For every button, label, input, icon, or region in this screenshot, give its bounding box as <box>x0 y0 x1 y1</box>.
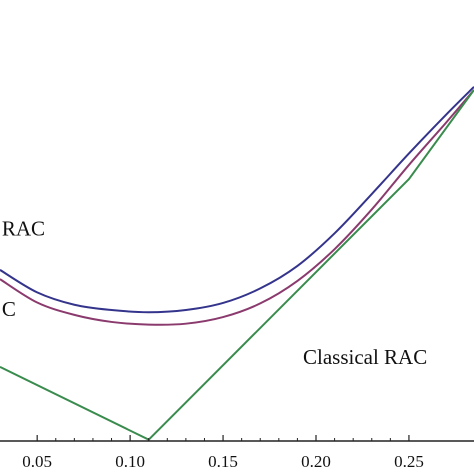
annotation-label: Classical RAC <box>303 345 427 369</box>
annotation-label: RAC <box>2 216 45 240</box>
tick-layer: 0.05 0.10 0.15 0.20 0.25 <box>22 435 424 471</box>
series-layer <box>0 86 474 441</box>
x-tick-label: 0.05 <box>22 452 52 471</box>
series-line-2 <box>0 89 474 326</box>
annotation-label: C <box>2 297 16 321</box>
x-tick-label: 0.25 <box>394 452 424 471</box>
series-line-3 <box>0 89 474 441</box>
series-line-1 <box>0 86 474 314</box>
annotation-layer: RAC C Classical RAC <box>2 216 427 368</box>
x-tick-label: 0.15 <box>208 452 238 471</box>
x-tick-label: 0.10 <box>115 452 145 471</box>
x-tick-label: 0.20 <box>301 452 331 471</box>
